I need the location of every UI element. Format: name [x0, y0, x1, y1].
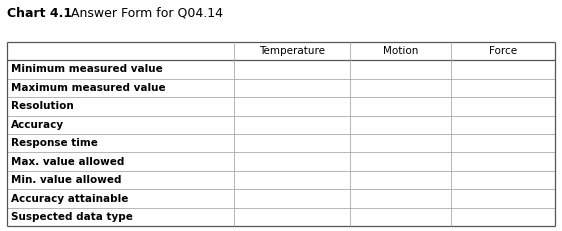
- Text: Accuracy attainable: Accuracy attainable: [11, 194, 129, 204]
- Text: Min. value allowed: Min. value allowed: [11, 175, 122, 185]
- Text: Motion: Motion: [383, 46, 418, 56]
- Text: Accuracy: Accuracy: [11, 120, 65, 130]
- Text: Response time: Response time: [11, 138, 98, 148]
- Text: Answer Form for Q04.14: Answer Form for Q04.14: [71, 7, 223, 20]
- Text: Chart 4.1: Chart 4.1: [7, 7, 80, 20]
- Text: Suspected data type: Suspected data type: [11, 212, 133, 222]
- Text: Temperature: Temperature: [259, 46, 325, 56]
- Text: Minimum measured value: Minimum measured value: [11, 64, 163, 74]
- Text: Force: Force: [489, 46, 517, 56]
- Text: Resolution: Resolution: [11, 101, 74, 111]
- Text: Max. value allowed: Max. value allowed: [11, 157, 125, 167]
- Text: Maximum measured value: Maximum measured value: [11, 83, 166, 93]
